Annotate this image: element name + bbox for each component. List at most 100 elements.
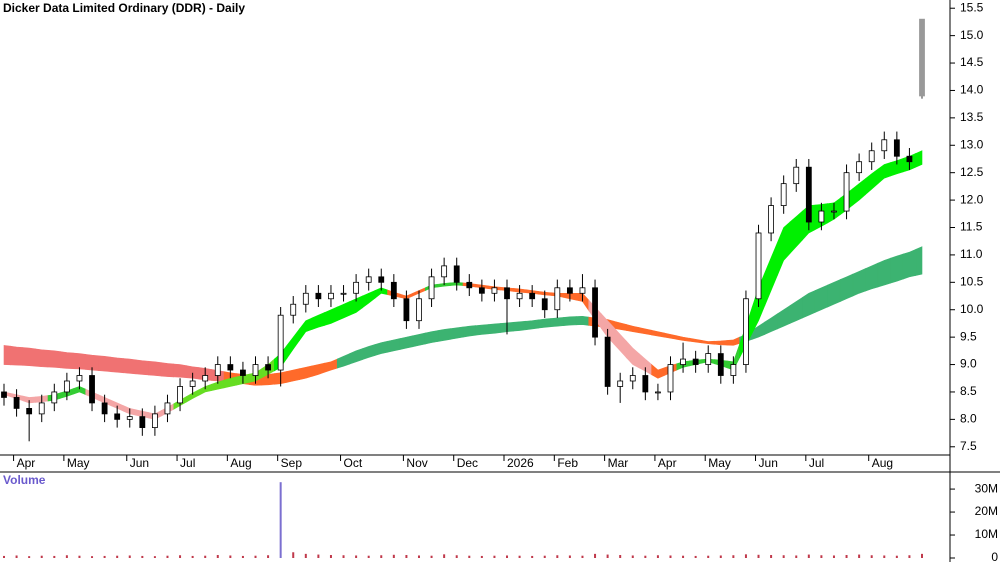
ribbon-segment: [512, 320, 527, 332]
y-tick-label: 13.5: [960, 110, 984, 124]
ribbon-segment: [3, 345, 11, 366]
candle-body: [642, 375, 649, 393]
ribbon-segment: [450, 326, 464, 340]
candle-body: [868, 150, 875, 163]
candle-body: [189, 380, 196, 387]
volume-bar: [669, 555, 672, 558]
candle-body: [893, 139, 900, 157]
ribbon-segment: [173, 363, 187, 379]
y-tick-label: 12.0: [960, 192, 984, 206]
volume-bar: [468, 555, 471, 558]
candle-body: [252, 364, 259, 376]
candle-body: [328, 292, 334, 300]
volume-bar: [103, 555, 106, 558]
y-tick-label: 0: [991, 550, 998, 562]
volume-bar: [116, 555, 119, 558]
x-tick-label: Jul: [809, 456, 824, 470]
x-tick-label: Jun: [759, 456, 778, 470]
candle-body: [504, 287, 510, 300]
candle-body: [38, 402, 45, 415]
volume-bar: [543, 555, 546, 558]
y-tick-label: 14.5: [960, 55, 984, 69]
candle-body: [743, 298, 749, 365]
ribbon-segment: [877, 257, 891, 288]
candle-body: [768, 205, 774, 234]
x-tick-label: Apr: [658, 456, 677, 470]
ribbon-segment: [525, 319, 539, 331]
ribbon-segment: [148, 360, 162, 377]
ribbon-segment: [462, 325, 476, 338]
volume-bar: [581, 555, 584, 558]
volume-bar: [782, 555, 785, 558]
x-tick-label: Nov: [406, 456, 427, 470]
candle-body: [629, 375, 636, 382]
volume-bar: [367, 555, 370, 558]
volume-bar: [15, 555, 18, 558]
x-tick-label: Mar: [608, 456, 629, 470]
volume-bar: [342, 555, 345, 558]
volume-bar: [568, 555, 571, 558]
ribbon-segment: [387, 338, 401, 353]
ribbon-segment: [890, 253, 904, 284]
y-tick-label: 10.0: [960, 302, 984, 316]
volume-bar: [757, 554, 760, 558]
volume-bar: [883, 555, 886, 558]
candle-body: [692, 358, 699, 365]
y-tick-label: 8.0: [960, 412, 977, 426]
x-tick-label: Apr: [17, 456, 36, 470]
ribbon-segment: [98, 355, 112, 372]
x-tick-label: May: [708, 456, 731, 470]
y-tick-label: 20M: [975, 504, 998, 518]
volume-bar: [40, 555, 43, 558]
ribbon-segment: [135, 359, 149, 376]
candle-body: [818, 210, 825, 223]
candle-body: [604, 336, 611, 387]
y-tick-label: 30M: [975, 481, 998, 495]
volume-bar: [28, 556, 31, 558]
volume-bar: [656, 555, 659, 558]
x-tick-label: Aug: [872, 456, 893, 470]
volume-bar: [594, 553, 597, 558]
ribbon-segment: [9, 345, 24, 366]
volume-bar: [292, 552, 295, 558]
volume-bar: [682, 555, 685, 558]
volume-bar: [380, 555, 383, 558]
y-tick-label: 11.0: [960, 247, 983, 261]
y-tick-label: 9.0: [960, 357, 977, 371]
volume-bar: [65, 555, 68, 558]
candle-body: [126, 416, 133, 420]
volume-bar: [820, 555, 823, 558]
volume-bar: [493, 555, 496, 558]
candle-body: [63, 380, 70, 393]
ribbon-segment: [575, 316, 590, 326]
volume-bar: [644, 555, 647, 558]
candle-body: [680, 358, 686, 365]
candle-body: [655, 391, 661, 394]
volume-bar: [908, 555, 911, 558]
candle-body: [805, 166, 812, 223]
candle-body: [13, 397, 20, 409]
candle-body: [214, 364, 221, 376]
ribbon-segment: [550, 317, 564, 328]
volume-bar: [329, 555, 332, 558]
candle-body: [403, 298, 410, 322]
ribbon-segment: [22, 347, 36, 367]
volume-bar: [417, 555, 420, 558]
ribbon-segment: [160, 362, 175, 378]
candle-body: [240, 369, 246, 376]
candle-body: [919, 18, 925, 97]
candle-body: [554, 287, 561, 311]
candle-body: [516, 292, 523, 300]
volume-bar: [719, 555, 722, 558]
ribbon-segment: [915, 150, 923, 168]
volume-bar: [631, 555, 634, 558]
volume-bar: [53, 555, 56, 558]
volume-bar: [392, 554, 395, 558]
candle-body: [579, 287, 586, 294]
candle-body: [566, 287, 573, 294]
volume-bar: [707, 555, 710, 558]
volume-bar: [480, 555, 483, 558]
candle-body: [76, 375, 83, 382]
volume-bar: [895, 555, 898, 558]
candle-body: [89, 375, 95, 404]
